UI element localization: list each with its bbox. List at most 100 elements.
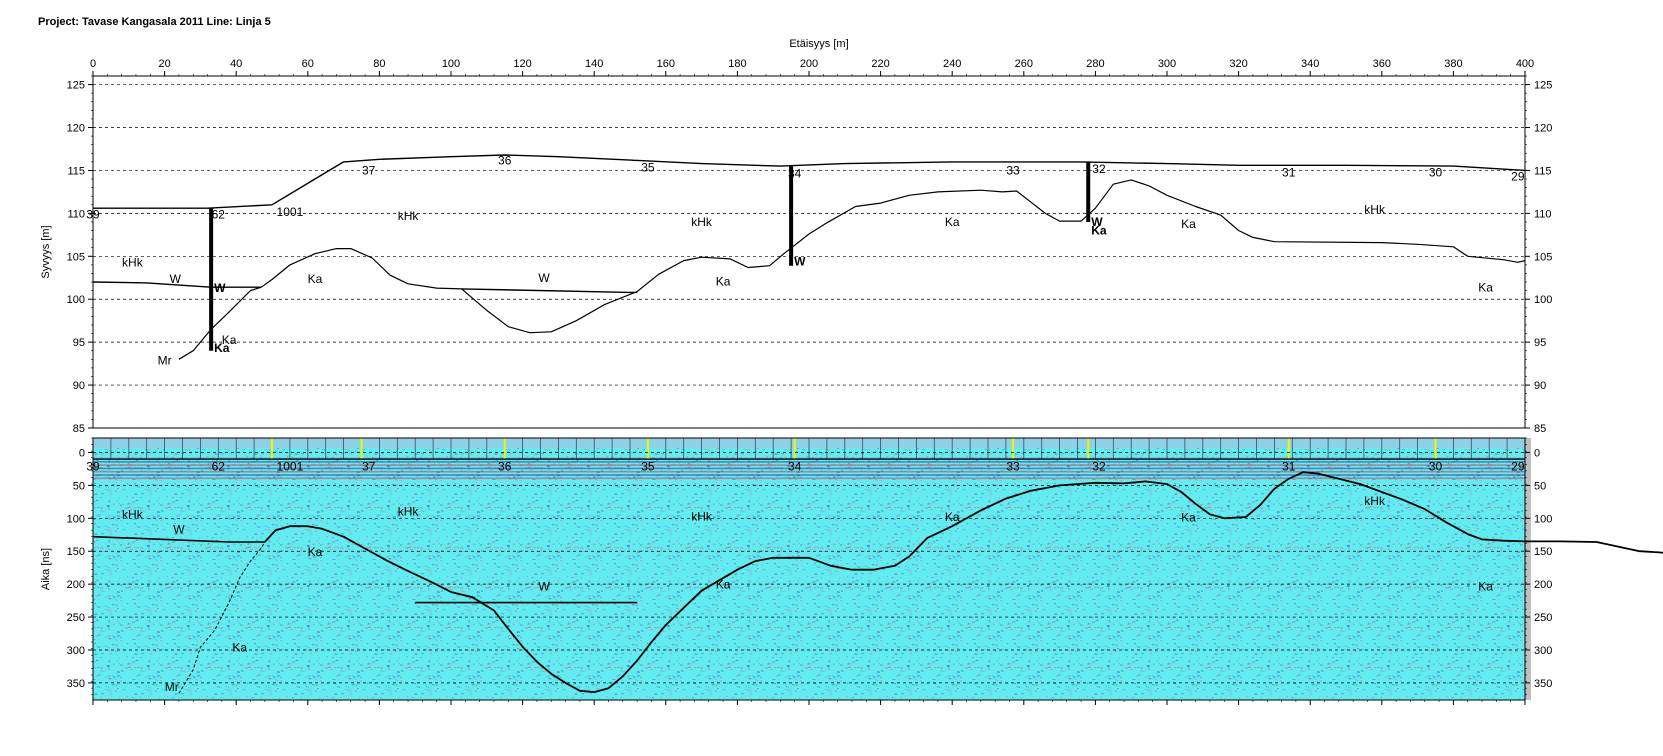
- x-tick-label: 360: [1373, 58, 1391, 70]
- y-tick-label-left: 100: [67, 294, 85, 306]
- y-tick-label-right: 90: [1534, 380, 1546, 392]
- annotation-label: kHk: [398, 209, 420, 223]
- series-lines: [92, 154, 1663, 694]
- annotation-label: 29: [1511, 170, 1525, 184]
- annotation-label: Ka: [308, 545, 323, 559]
- x-tick-label: 280: [1086, 58, 1104, 70]
- y-tick-label-left: 120: [67, 123, 85, 135]
- series-bedrock-surface: [260, 179, 1526, 334]
- y-tick-label-left: 350: [67, 678, 85, 690]
- x-tick-label: 140: [585, 58, 603, 70]
- annotation-label: 31: [1282, 165, 1296, 179]
- y-axis-label: Syvyys [m]: [40, 225, 52, 278]
- annotation-label: Ka: [716, 274, 731, 288]
- annotation-label: Ka: [1478, 580, 1493, 594]
- annotation-label: Ka: [1181, 217, 1196, 231]
- y-tick-label-right: 50: [1534, 480, 1546, 492]
- x-tick-label: 200: [800, 58, 818, 70]
- x-tick-label: 160: [657, 58, 675, 70]
- y-tick-label-left: 300: [67, 645, 85, 657]
- annotation-label: Ka: [716, 578, 731, 592]
- y-tick-label-left: 200: [67, 579, 85, 591]
- annotation-label: 36: [498, 153, 512, 167]
- y-tick-label-right: 250: [1534, 612, 1552, 624]
- y-tick-label-right: 300: [1534, 645, 1552, 657]
- annotation-label: Ka: [232, 640, 247, 654]
- y-tick-label-left: 250: [67, 612, 85, 624]
- annotation-label: Mr: [165, 680, 179, 694]
- y-tick-label-right: 95: [1534, 337, 1546, 349]
- x-tick-label: 260: [1015, 58, 1033, 70]
- radargram-stripe: [93, 461, 1525, 463]
- y-tick-label-left: 110: [67, 208, 85, 220]
- series-ground-surface: [93, 154, 1526, 209]
- radargram-stripe: [93, 470, 1525, 473]
- x-tick-label: 340: [1301, 58, 1319, 70]
- y-tick-label-right: 85: [1534, 423, 1546, 435]
- annotation-label: Ka: [308, 272, 323, 286]
- radargram-stripe: [93, 474, 1525, 476]
- series-water-table-left: [92, 281, 262, 288]
- y-tick-label-right: 115: [1534, 165, 1552, 177]
- annotation-label: 62: [212, 208, 226, 222]
- series-water-table-left: [92, 535, 265, 543]
- borehole-mark: W: [1091, 215, 1103, 229]
- x-tick-label: 0: [90, 58, 96, 70]
- x-tick-label: 240: [943, 58, 961, 70]
- annotation-label: 31: [1282, 459, 1296, 473]
- panel-frame: [92, 75, 1526, 429]
- annotation-label: 34: [788, 459, 802, 473]
- radargram-noise: [93, 438, 1525, 700]
- borehole-mark: Ka: [214, 341, 230, 355]
- y-axis-label: Aika [ns]: [40, 548, 52, 590]
- y-tick-label-right: 100: [1534, 513, 1552, 525]
- annotation-label: 62: [212, 459, 226, 473]
- x-tick-label: 400: [1516, 58, 1534, 70]
- y-tick-label-right: 150: [1534, 546, 1552, 558]
- annotation-label: 37: [362, 164, 376, 178]
- x-tick-label: 60: [302, 58, 314, 70]
- grid-lines: [93, 84, 1525, 684]
- annotation-label: kHk: [691, 215, 713, 229]
- annotation-label: 30: [1429, 165, 1443, 179]
- annotation-label: W: [538, 580, 550, 594]
- x-tick-label: 100: [442, 58, 460, 70]
- annotation-label: 30: [1429, 459, 1443, 473]
- x-tick-label: 320: [1229, 58, 1247, 70]
- y-tick-label-right: 100: [1534, 294, 1552, 306]
- x-tick-label: 220: [871, 58, 889, 70]
- x-tick-label: 180: [728, 58, 746, 70]
- series-water-table-middle: [461, 288, 638, 294]
- radargram-stripe: [93, 477, 1525, 480]
- annotation-label: 1001: [277, 205, 304, 219]
- y-tick-label-right: 200: [1534, 579, 1552, 591]
- annotation-label: kHk: [1364, 494, 1386, 508]
- annotation-label: 34: [788, 166, 802, 180]
- y-tick-label-right: 105: [1534, 251, 1552, 263]
- x-tick-label: 80: [373, 58, 385, 70]
- radargram-background: [92, 438, 1531, 700]
- annotation-label: 32: [1092, 459, 1106, 473]
- y-tick-label-left: 85: [73, 423, 85, 435]
- annotation-label: kHk: [691, 509, 713, 523]
- annotation-label: Ka: [1478, 280, 1493, 294]
- borehole-mark: W: [214, 281, 226, 295]
- annotation-label: W: [538, 271, 550, 285]
- annotation-label: 32: [1092, 162, 1106, 176]
- y-tick-label-left: 150: [67, 546, 85, 558]
- y-tick-label-left: 90: [73, 380, 85, 392]
- x-tick-label: 20: [158, 58, 170, 70]
- annotation-label: 33: [1006, 164, 1020, 178]
- annotation-label: 33: [1006, 459, 1020, 473]
- annotation-label: 35: [641, 459, 655, 473]
- x-tick-label: 300: [1158, 58, 1176, 70]
- annotation-label: 36: [498, 459, 512, 473]
- annotation-label: 37: [362, 459, 376, 473]
- annotation-label: kHk: [122, 507, 144, 521]
- y-tick-label-right: 125: [1534, 80, 1552, 92]
- project-title: Project: Tavase Kangasala 2011 Line: Lin…: [38, 16, 271, 28]
- annotation-label: kHk: [122, 256, 144, 270]
